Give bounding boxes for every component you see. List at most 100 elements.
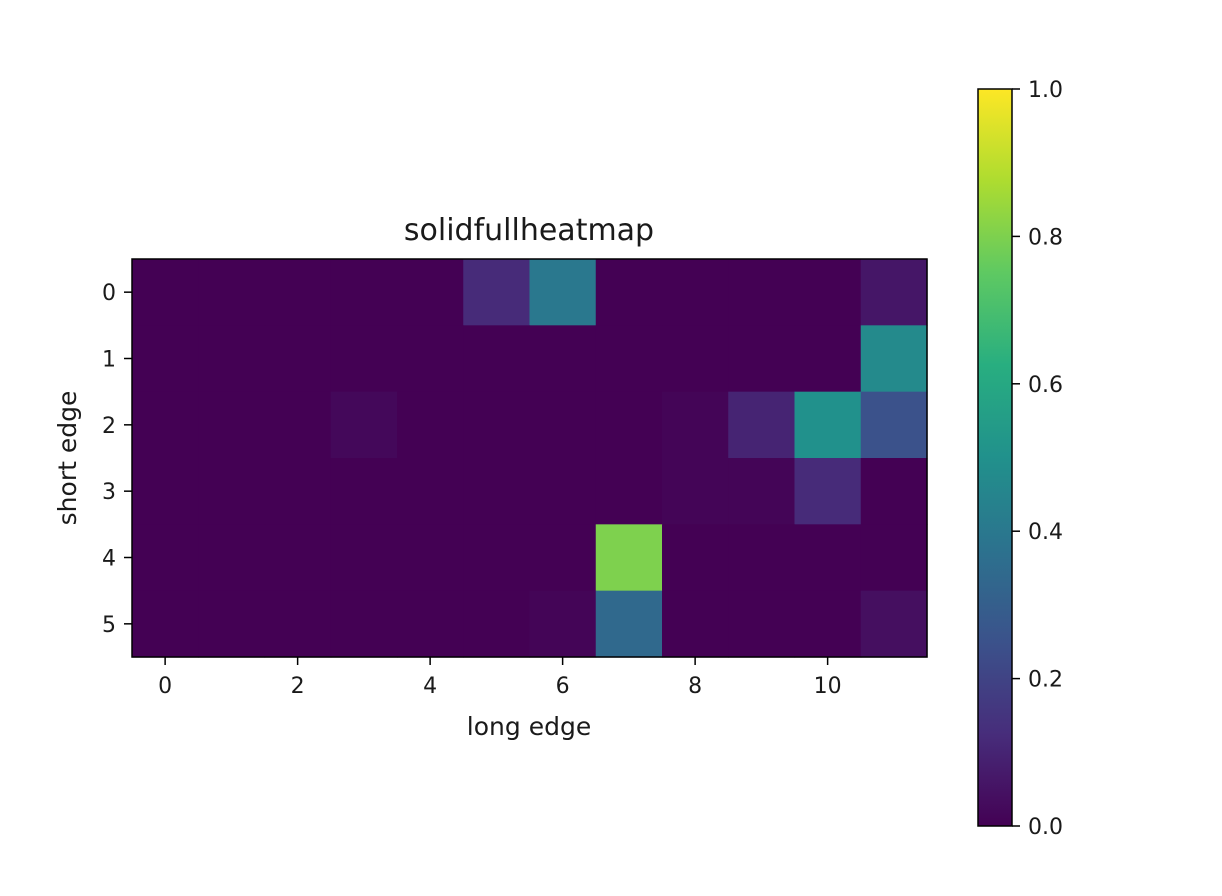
heatmap-cell [463,590,531,658]
y-tick-label: 1 [102,348,116,373]
heatmap-cell [662,458,729,525]
heatmap-cell [529,458,597,525]
heatmap-cell [860,590,928,658]
heatmap-cell [662,590,729,658]
heatmap-cell [595,325,663,393]
heatmap-cell [330,259,398,326]
heatmap-cell [529,391,597,459]
heatmap-cell [132,458,199,525]
heatmap-cell [132,391,199,459]
x-tick-label: 0 [158,674,172,699]
heatmap-cell [198,325,266,393]
heatmap-cell [728,590,796,658]
heatmap-cell [728,391,796,459]
x-axis-ticks: 0 2 4 6 8 10 [158,657,842,699]
heatmap-cell [463,391,531,459]
x-tick-label: 4 [423,674,437,699]
colorbar-tick-label: 0.6 [1028,373,1063,398]
x-axis-label: long edge [467,712,591,741]
colorbar-tick-label: 1.0 [1028,78,1063,103]
heatmap-cell [132,325,199,393]
heatmap-cell [794,590,862,658]
colorbar [977,88,1013,827]
heatmap-cell [330,391,398,459]
chart-title: solidfullheatmap [404,213,654,248]
heatmap-cell [463,458,531,525]
heatmap-cell [463,259,531,326]
heatmap-cell [860,458,928,525]
heatmap-cell [794,391,862,459]
heatmap-cell [595,391,663,459]
heatmap-cell [397,524,464,592]
heatmap-cell [728,458,796,525]
y-tick-label: 2 [102,414,116,439]
heatmap-cell [264,391,332,459]
heatmap-cell [529,259,597,326]
heatmap-cell [264,259,332,326]
heatmap-cell [264,590,332,658]
heatmap-cell [860,524,928,592]
heatmap-cell [330,458,398,525]
heatmap-cell [529,325,597,393]
heatmap-cell [860,259,928,326]
heatmap-cell [132,259,199,326]
y-axis-label: short edge [53,391,82,526]
colorbar-tick-label: 0.8 [1028,225,1063,250]
heatmap-cell [264,458,332,525]
heatmap-cell [397,325,464,393]
heatmap-cell [595,259,663,326]
heatmap-cell [662,259,729,326]
colorbar-tick-label: 0.0 [1028,815,1063,840]
heatmap-cell [794,259,862,326]
heatmap-cell [595,458,663,525]
heatmap-cell [330,325,398,393]
y-tick-label: 0 [102,281,116,306]
heatmap-cell [198,590,266,658]
colorbar-tick-label: 0.2 [1028,668,1063,693]
heatmap-cell [463,524,531,592]
heatmap-cell [198,458,266,525]
heatmap-cell [397,458,464,525]
heatmap-cell [397,391,464,459]
heatmap-cell [794,524,862,592]
y-tick-label: 3 [102,480,116,505]
heatmap-cell [595,590,663,658]
heatmap-cell [794,458,862,525]
heatmap-cell [132,524,199,592]
heatmap-cell [198,259,266,326]
heatmap-cell [728,524,796,592]
y-tick-label: 4 [102,547,116,572]
heatmap-cell [662,391,729,459]
heatmap-cell [198,524,266,592]
heatmap-cell [264,325,332,393]
heatmap-cell [132,590,199,658]
heatmap-cell [728,325,796,393]
heatmap-cell [198,391,266,459]
heatmap-cell [662,325,729,393]
heatmap-cell [860,391,928,459]
heatmap-cell [264,524,332,592]
x-tick-label: 8 [688,674,702,699]
y-axis-ticks: 0 1 2 3 4 5 [102,281,132,638]
colorbar-tick-label: 0.4 [1028,520,1063,545]
heatmap-cell [397,259,464,326]
heatmap-cell [330,590,398,658]
x-tick-label: 6 [556,674,570,699]
colorbar-ticks: 0.0 0.2 0.4 0.6 0.8 1.0 [1012,78,1063,840]
x-tick-label: 2 [291,674,305,699]
heatmap-cell [529,590,597,658]
x-tick-label: 10 [814,674,842,699]
heatmap-cell [529,524,597,592]
y-tick-label: 5 [102,613,116,638]
heatmap-cell [463,325,531,393]
heatmap-cell [860,325,928,393]
heatmap-cell [397,590,464,658]
heatmap-cell [794,325,862,393]
heatmap-cells [132,259,928,658]
heatmap-cell [330,524,398,592]
plot-frame [131,258,928,658]
heatmap-cell [662,524,729,592]
heatmap-cell [728,259,796,326]
heatmap-cell [595,524,663,592]
